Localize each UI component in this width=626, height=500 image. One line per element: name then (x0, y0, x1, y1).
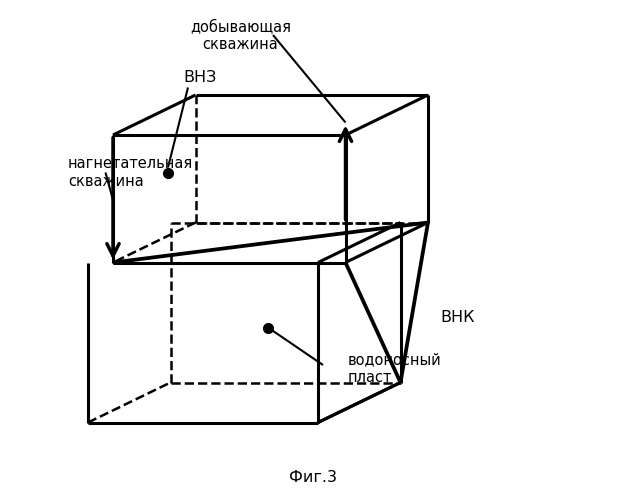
Text: водоносный
пласт: водоносный пласт (348, 352, 442, 385)
Text: ВНЗ: ВНЗ (183, 70, 217, 85)
Text: ВНК: ВНК (441, 310, 475, 325)
Text: нагнетательная
скважина: нагнетательная скважина (68, 156, 193, 188)
Text: добывающая
скважина: добывающая скважина (190, 20, 291, 52)
Text: Фиг.3: Фиг.3 (289, 470, 337, 485)
